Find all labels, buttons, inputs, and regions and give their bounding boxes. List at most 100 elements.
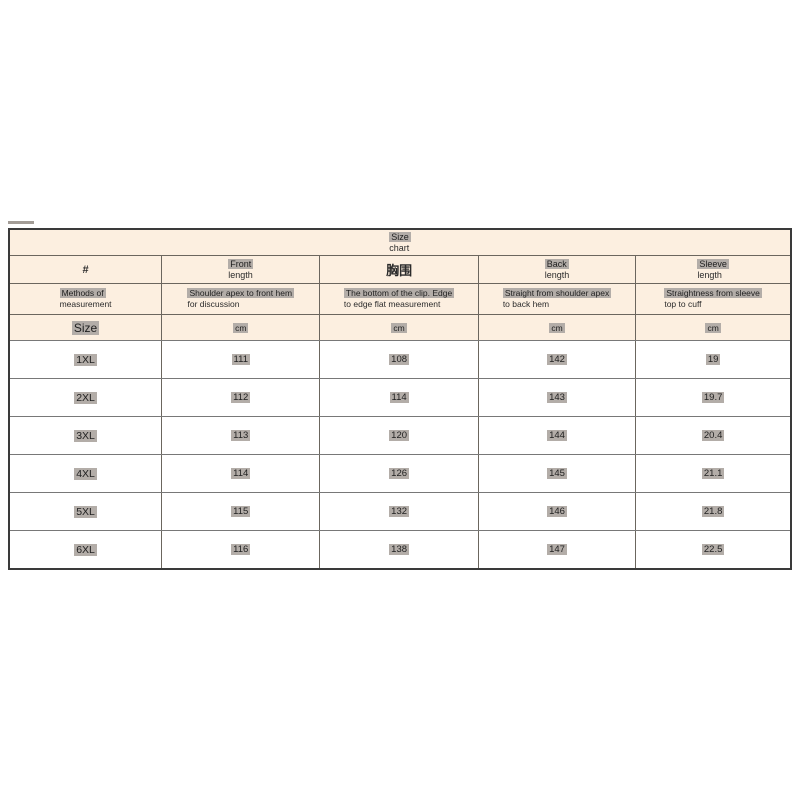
- front-length-value: 115: [231, 506, 251, 517]
- method-front-line1: Shoulder apex to front hem: [187, 288, 295, 298]
- method-back-line1: Straight from shoulder apex: [502, 288, 612, 298]
- front-length-value: 113: [231, 430, 251, 441]
- cell-sleeve-length: 20.4: [636, 417, 790, 454]
- chest-value: 120: [389, 430, 410, 441]
- method-row: Methods of measurement Shoulder apex to …: [10, 284, 790, 315]
- size-chart-table: Size chart # Front length 胸围 Back length…: [8, 228, 792, 570]
- size-value: 5XL: [74, 505, 97, 518]
- cell-size: 2XL: [10, 379, 163, 416]
- cell-chest: 114: [320, 379, 479, 416]
- header-cell-chest: 胸围: [320, 256, 479, 283]
- size-value: 3XL: [74, 429, 97, 442]
- chest-value: 138: [389, 544, 410, 555]
- cell-sleeve-length: 21.8: [636, 493, 790, 530]
- header-cell-sleeve-length: Sleeve length: [636, 256, 790, 283]
- method-chest-line2: to edge flat measurement: [343, 299, 441, 309]
- header-chest: 胸围: [386, 263, 413, 278]
- unit-cell-chest: cm: [320, 315, 479, 340]
- method-chest-line1: The bottom of the clip. Edge: [343, 288, 455, 298]
- cell-size: 1XL: [10, 341, 163, 378]
- sleeve-length-value: 19: [705, 354, 721, 365]
- sleeve-length-value: 21.1: [701, 468, 725, 479]
- table-row: 3XL 113 120 144 20.4: [10, 417, 790, 455]
- unit-cell-sleeve: cm: [636, 315, 790, 340]
- table-row: 2XL 112 114 143 19.7: [10, 379, 790, 417]
- unit-cm-back: cm: [549, 322, 565, 333]
- table-title-line1: Size: [389, 231, 411, 242]
- unit-cm-chest: cm: [391, 322, 407, 333]
- unit-cell-front: cm: [162, 315, 321, 340]
- front-length-value: 111: [231, 354, 250, 365]
- cell-front-length: 113: [162, 417, 321, 454]
- sleeve-length-value: 19.7: [701, 392, 725, 403]
- table-title: Size chart: [389, 231, 411, 254]
- sleeve-length-value: 20.4: [701, 430, 725, 441]
- method-cell-size: Methods of measurement: [10, 284, 163, 314]
- chest-value: 132: [389, 506, 410, 517]
- cell-front-length: 111: [162, 341, 321, 378]
- cell-chest: 138: [320, 531, 479, 568]
- size-value: 6XL: [74, 543, 97, 556]
- header-sleeve-length: length: [697, 269, 722, 280]
- unit-cell-back: cm: [479, 315, 637, 340]
- cell-size: 6XL: [10, 531, 163, 568]
- table-row: 1XL 111 108 142 19: [10, 341, 790, 379]
- header-back: Back: [544, 258, 569, 269]
- method-size-line1: Methods of: [59, 288, 106, 298]
- cell-sleeve-length: 19: [636, 341, 790, 378]
- cell-size: 4XL: [10, 455, 163, 492]
- table-row: 4XL 114 126 145 21.1: [10, 455, 790, 493]
- cell-size: 5XL: [10, 493, 163, 530]
- method-cell-sleeve: Straightness from sleeve top to cuff: [636, 284, 790, 314]
- sleeve-length-value: 22.5: [701, 544, 725, 555]
- unit-cell-size: Size: [10, 315, 163, 340]
- back-length-value: 144: [547, 430, 567, 441]
- front-length-value: 112: [231, 392, 251, 403]
- table-title-line2: chart: [389, 242, 410, 253]
- table-row: 6XL 116 138 147 22.5: [10, 531, 790, 568]
- size-value: 1XL: [74, 353, 97, 366]
- stray-mark: [8, 221, 34, 224]
- column-header-row: # Front length 胸围 Back length Sleeve len…: [10, 256, 790, 284]
- table-title-row: Size chart: [10, 230, 790, 256]
- method-size-line2: measurement: [59, 299, 112, 309]
- cell-sleeve-length: 22.5: [636, 531, 790, 568]
- front-length-value: 114: [231, 468, 251, 479]
- chest-value: 126: [389, 468, 410, 479]
- cell-chest: 132: [320, 493, 479, 530]
- cell-size: 3XL: [10, 417, 163, 454]
- method-front-line2: for discussion: [187, 299, 240, 309]
- method-cell-chest: The bottom of the clip. Edge to edge fla…: [320, 284, 479, 314]
- cell-chest: 108: [320, 341, 479, 378]
- header-cell-back-length: Back length: [479, 256, 637, 283]
- header-front-length: length: [228, 269, 253, 280]
- cell-sleeve-length: 19.7: [636, 379, 790, 416]
- cell-chest: 126: [320, 455, 479, 492]
- back-length-value: 142: [547, 354, 567, 365]
- header-back-length: length: [544, 269, 570, 280]
- header-cell-size: #: [10, 256, 163, 283]
- back-length-value: 143: [547, 392, 567, 403]
- back-length-value: 147: [547, 544, 567, 555]
- header-cell-front-length: Front length: [162, 256, 321, 283]
- cell-back-length: 147: [479, 531, 637, 568]
- chest-value: 108: [389, 354, 410, 365]
- cell-back-length: 144: [479, 417, 637, 454]
- unit-cm-front: cm: [233, 322, 249, 333]
- cell-back-length: 143: [479, 379, 637, 416]
- unit-row: Size cm cm cm cm: [10, 315, 790, 341]
- cell-chest: 120: [320, 417, 479, 454]
- cell-front-length: 115: [162, 493, 321, 530]
- sleeve-length-value: 21.8: [701, 506, 725, 517]
- size-value: 4XL: [74, 467, 97, 480]
- back-length-value: 146: [547, 506, 567, 517]
- method-sleeve-line2: top to cuff: [664, 299, 702, 309]
- method-cell-back: Straight from shoulder apex to back hem: [479, 284, 637, 314]
- table-row: 5XL 115 132 146 21.8: [10, 493, 790, 531]
- header-front: Front: [228, 258, 254, 269]
- size-value: 2XL: [74, 391, 97, 404]
- cell-back-length: 142: [479, 341, 637, 378]
- method-sleeve-line1: Straightness from sleeve: [664, 288, 762, 298]
- unit-cm-sleeve: cm: [705, 322, 721, 333]
